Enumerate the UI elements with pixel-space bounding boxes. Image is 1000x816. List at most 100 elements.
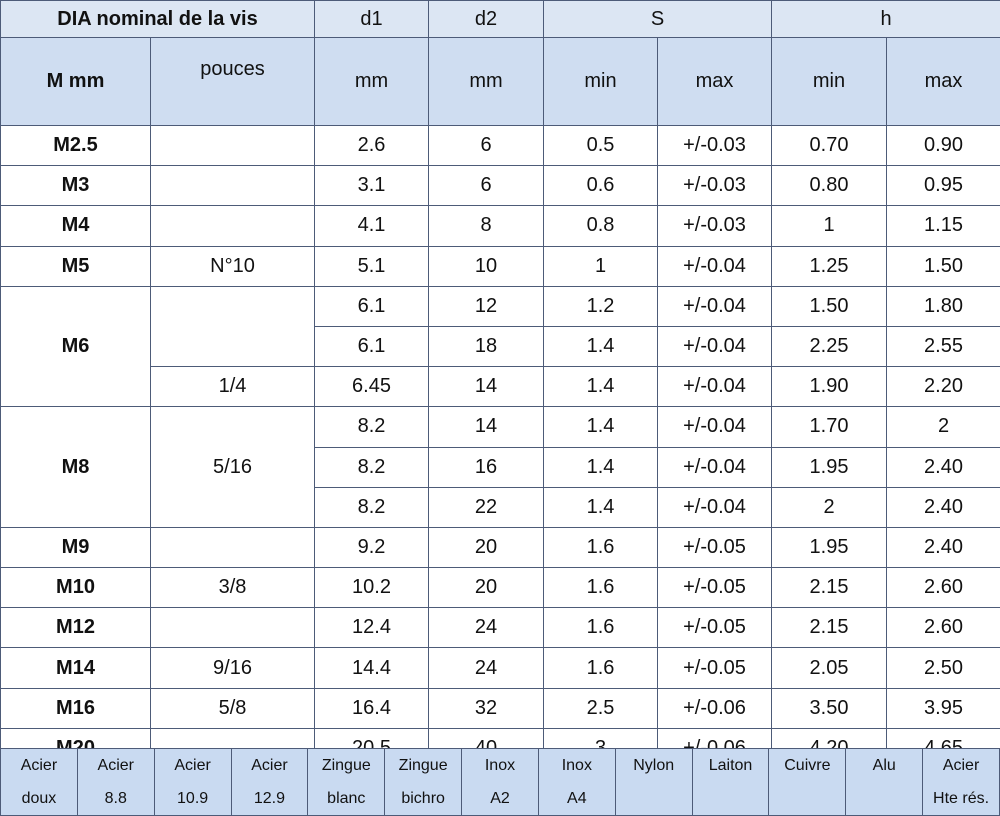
value-cell: 1.4 (544, 487, 658, 527)
inch-cell (151, 126, 315, 166)
value-cell: 1.4 (544, 407, 658, 447)
value-cell: 2.55 (887, 326, 1000, 366)
material-cell: Cuivre (769, 749, 846, 816)
value-cell: 14 (429, 367, 544, 407)
inch-cell: N°10 (151, 246, 315, 286)
value-cell: 2.6 (315, 126, 429, 166)
value-cell: +/-0.04 (658, 407, 772, 447)
subheader-cell: min (544, 38, 658, 126)
value-cell: +/-0.03 (658, 126, 772, 166)
value-cell: +/-0.03 (658, 166, 772, 206)
screw-cell: M8 (1, 407, 151, 528)
value-cell: 8 (429, 206, 544, 246)
value-cell: 0.5 (544, 126, 658, 166)
screw-cell: M10 (1, 568, 151, 608)
value-cell: +/-0.04 (658, 326, 772, 366)
value-cell: 24 (429, 648, 544, 688)
value-cell: 1 (772, 206, 887, 246)
header-cell: d1 (315, 1, 429, 38)
material-label: Cuivre (769, 749, 845, 782)
value-cell: 2.05 (772, 648, 887, 688)
screw-cell: M6 (1, 286, 151, 407)
material-label: bichro (385, 782, 461, 815)
value-cell: +/-0.05 (658, 568, 772, 608)
value-cell: 1.90 (772, 367, 887, 407)
material-cell: Nylon (615, 749, 692, 816)
value-cell: 32 (429, 688, 544, 728)
material-cell: Alu (846, 749, 923, 816)
material-label: Acier (78, 749, 154, 782)
header-cell: d2 (429, 1, 544, 38)
value-cell: 1.95 (772, 527, 887, 567)
inch-cell (151, 206, 315, 246)
material-label: 8.8 (78, 782, 154, 815)
material-label: Zingue (385, 749, 461, 782)
value-cell: 22 (429, 487, 544, 527)
value-cell: 10 (429, 246, 544, 286)
value-cell: 5.1 (315, 246, 429, 286)
value-cell: +/-0.04 (658, 367, 772, 407)
value-cell: 2.15 (772, 608, 887, 648)
material-cell: Laiton (692, 749, 769, 816)
inch-cell: 9/16 (151, 648, 315, 688)
value-cell: 14 (429, 407, 544, 447)
material-label: doux (1, 782, 77, 815)
value-cell: 14.4 (315, 648, 429, 688)
value-cell: 1.4 (544, 447, 658, 487)
value-cell: +/-0.05 (658, 648, 772, 688)
value-cell: 2 (887, 407, 1000, 447)
inch-cell (151, 527, 315, 567)
material-label: A2 (462, 782, 538, 815)
value-cell: +/-0.04 (658, 487, 772, 527)
material-label: Acier (923, 749, 999, 782)
value-cell: 8.2 (315, 487, 429, 527)
value-cell: 1 (544, 246, 658, 286)
value-cell: 1.6 (544, 527, 658, 567)
screw-cell: M5 (1, 246, 151, 286)
material-label: A4 (539, 782, 615, 815)
value-cell: 2.60 (887, 608, 1000, 648)
value-cell: 12.4 (315, 608, 429, 648)
value-cell: 2.5 (544, 688, 658, 728)
header-row: DIA nominal de la vis d1 d2 S h (1, 1, 1000, 38)
inch-cell (151, 286, 315, 366)
value-cell: 2.60 (887, 568, 1000, 608)
value-cell: 1.15 (887, 206, 1000, 246)
value-cell: 2.40 (887, 447, 1000, 487)
value-cell: 1.6 (544, 648, 658, 688)
value-cell: 18 (429, 326, 544, 366)
value-cell: 1.50 (887, 246, 1000, 286)
screw-cell: M3 (1, 166, 151, 206)
material-label: blanc (308, 782, 384, 815)
subheader-cell: max (658, 38, 772, 126)
subheader-cell: mm (315, 38, 429, 126)
material-label: Inox (539, 749, 615, 782)
value-cell: 1.6 (544, 568, 658, 608)
value-cell: 10.2 (315, 568, 429, 608)
subheader-cell: pouces (151, 38, 315, 126)
material-label: Acier (155, 749, 231, 782)
inch-cell (151, 166, 315, 206)
inch-cell: 5/8 (151, 688, 315, 728)
value-cell: 6 (429, 166, 544, 206)
value-cell: 6.45 (315, 367, 429, 407)
value-cell: 0.80 (772, 166, 887, 206)
value-cell: 2.50 (887, 648, 1000, 688)
header-cell: DIA nominal de la vis (1, 1, 315, 38)
value-cell: 3.50 (772, 688, 887, 728)
